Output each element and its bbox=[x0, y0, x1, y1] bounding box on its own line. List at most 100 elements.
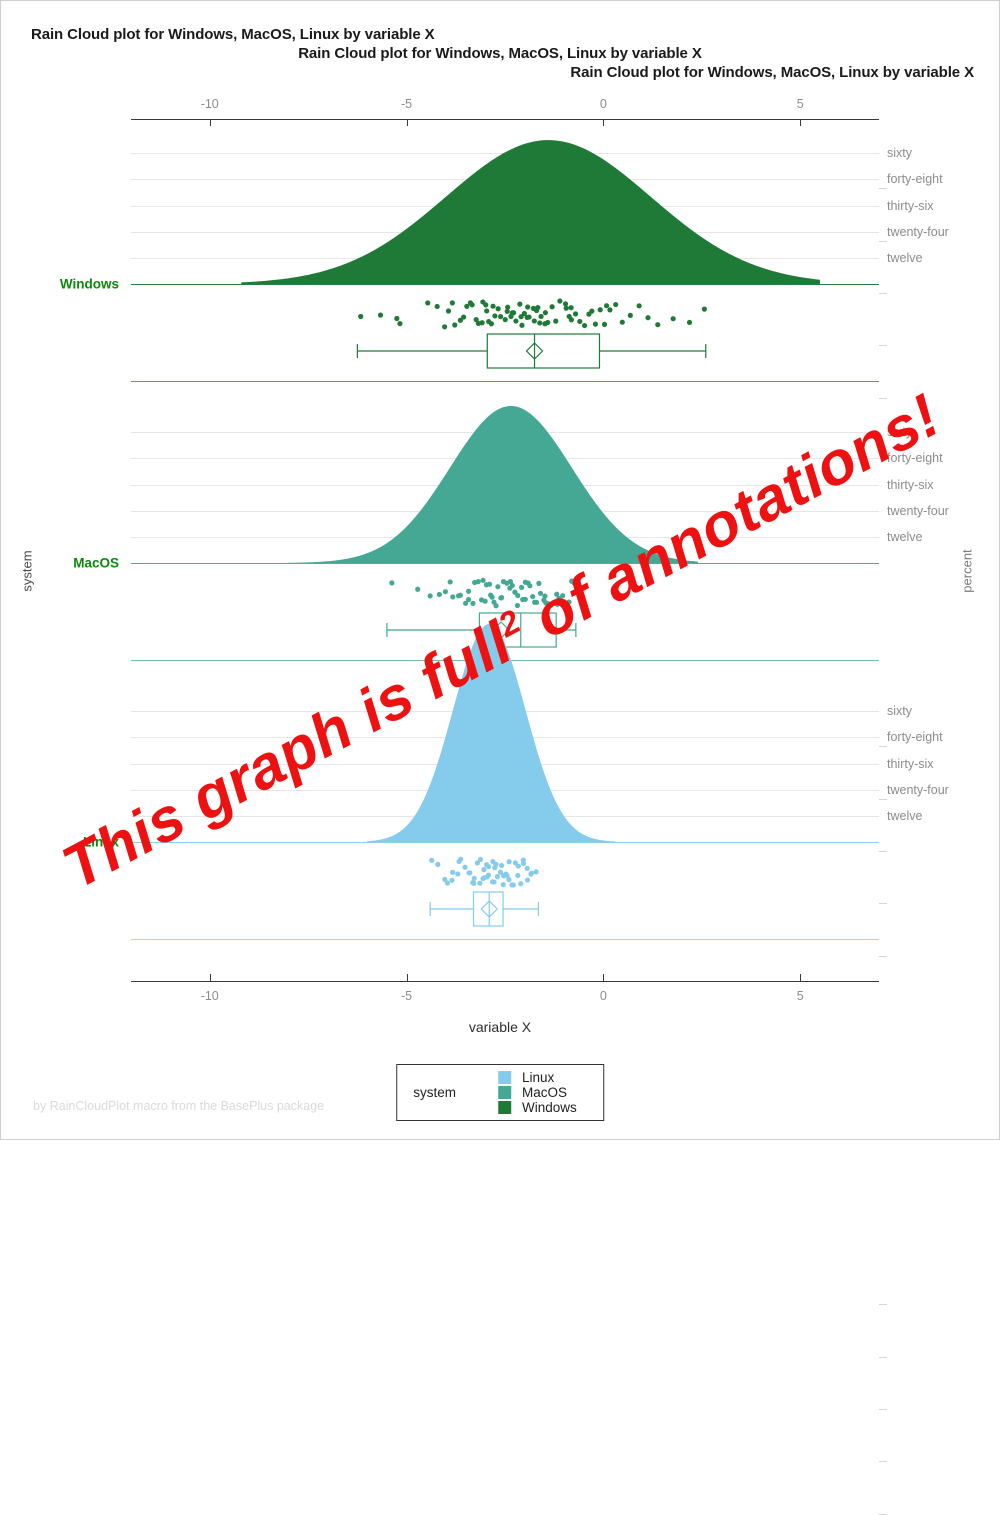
plot-area: -10 -10 -5 -5 0 0 5 5 sixty forty-eight thirty-si… bbox=[60, 97, 949, 1515]
gridline bbox=[131, 763, 887, 1410]
gridline bbox=[131, 458, 887, 800]
raincloud-glyphs bbox=[241, 140, 820, 927]
gridline bbox=[131, 432, 887, 748]
percent-tick-label: twenty-four bbox=[887, 782, 949, 797]
percent-tick-label: thirty-six bbox=[887, 198, 934, 213]
percent-tick-label: sixty bbox=[887, 704, 912, 719]
gridline bbox=[131, 179, 887, 242]
category-label-linux: Linux bbox=[83, 834, 119, 850]
percent-tick-label: twelve bbox=[887, 529, 923, 544]
panel-baseline bbox=[131, 939, 879, 940]
percent-tick bbox=[879, 240, 887, 242]
x-tick bbox=[209, 974, 211, 981]
x-tick-label: 5 bbox=[796, 97, 804, 111]
percent-tick bbox=[879, 1409, 887, 1410]
legend-item-macos[interactable]: MacOS bbox=[482, 1085, 593, 1100]
percent-tick-label: sixty bbox=[887, 425, 912, 440]
legend-title: system bbox=[413, 1085, 456, 1100]
gridline bbox=[131, 205, 887, 294]
gridline bbox=[131, 536, 887, 957]
legend-swatch-icon bbox=[498, 1101, 511, 1114]
percent-tick-label: sixty bbox=[887, 146, 912, 161]
x-tick bbox=[406, 119, 408, 126]
percent-tick bbox=[879, 1461, 887, 1463]
chart-title-center: Rain Cloud plot for Windows, MacOS, Linu… bbox=[298, 45, 702, 62]
data-points-macos bbox=[389, 577, 577, 609]
panel-baseline bbox=[131, 381, 879, 382]
percent-tick-label: forty-eight bbox=[887, 172, 943, 187]
x-tick-label: 0 bbox=[599, 989, 607, 1003]
x-axis-label: variable X bbox=[468, 1019, 532, 1035]
boxplot-windows bbox=[356, 333, 707, 369]
chart-title-right: Rain Cloud plot for Windows, MacOS, Linu… bbox=[570, 64, 974, 81]
legend-item-windows[interactable]: Windows bbox=[482, 1100, 593, 1115]
legend-item-linux[interactable]: Linux bbox=[482, 1070, 593, 1085]
percent-tick bbox=[879, 955, 887, 957]
x-tick-label: -5 bbox=[401, 97, 413, 111]
gridline bbox=[131, 257, 887, 399]
data-points-windows bbox=[358, 298, 707, 330]
x-tick bbox=[603, 119, 605, 126]
percent-tick-label: twenty-four bbox=[887, 503, 949, 518]
legend-label: Linux bbox=[522, 1070, 555, 1085]
x-tick-label: 0 bbox=[599, 97, 607, 111]
chart-title-left: Rain Cloud plot for Windows, MacOS, Linu… bbox=[31, 26, 435, 43]
gridline bbox=[131, 737, 887, 1358]
legend-items: Linux MacOS Windows bbox=[482, 1070, 593, 1115]
legend-label: Windows bbox=[522, 1100, 577, 1115]
panel-baseline bbox=[131, 284, 879, 285]
percent-tick-label: thirty-six bbox=[887, 477, 934, 492]
percent-tick bbox=[879, 188, 887, 190]
percent-tick-label: forty-eight bbox=[887, 451, 943, 466]
x-axis-bottom bbox=[131, 981, 879, 982]
gridline bbox=[131, 789, 887, 1463]
x-tick bbox=[800, 119, 802, 126]
x-tick-label: -5 bbox=[401, 989, 413, 1003]
percent-tick bbox=[879, 903, 887, 905]
category-label-macos: MacOS bbox=[73, 555, 119, 571]
legend-label: MacOS bbox=[522, 1085, 568, 1100]
x-tick bbox=[603, 974, 605, 981]
gridline bbox=[131, 231, 887, 347]
percent-tick bbox=[879, 851, 887, 852]
x-tick-label: -10 bbox=[200, 989, 219, 1003]
gridline bbox=[131, 815, 887, 1515]
x-tick bbox=[800, 974, 802, 981]
footnote: by RainCloudPlot macro from the BasePlus… bbox=[33, 1099, 325, 1113]
percent-tick-label: thirty-six bbox=[887, 756, 934, 771]
percent-tick-label: twelve bbox=[887, 250, 923, 265]
x-tick bbox=[209, 119, 211, 126]
legend-swatch-icon bbox=[498, 1086, 511, 1099]
percent-tick bbox=[879, 1304, 887, 1306]
x-tick bbox=[406, 974, 408, 981]
y-axis-label: system bbox=[19, 550, 35, 592]
percent-tick bbox=[879, 345, 887, 347]
y-axis-label-right: percent bbox=[959, 549, 975, 593]
x-axis-top bbox=[131, 119, 879, 120]
percent-tick bbox=[879, 798, 887, 800]
gridline bbox=[131, 484, 887, 852]
legend[interactable]: system Linux MacOS Windows bbox=[396, 1064, 604, 1121]
boxplot-linux bbox=[429, 891, 540, 927]
percent-tick bbox=[879, 293, 887, 294]
panel-baseline bbox=[131, 842, 879, 843]
legend-swatch-icon bbox=[498, 1071, 511, 1084]
gridline bbox=[131, 510, 887, 905]
boxplot-macos bbox=[386, 612, 577, 648]
category-label-windows: Windows bbox=[59, 276, 119, 292]
x-tick-label: -10 bbox=[200, 97, 219, 111]
percent-tick bbox=[879, 397, 887, 399]
panel-baseline bbox=[131, 660, 879, 661]
percent-tick-label: twelve bbox=[887, 808, 923, 823]
density-curve-linux bbox=[367, 623, 616, 842]
percent-tick-label: twenty-four bbox=[887, 224, 949, 239]
x-tick-label: 5 bbox=[796, 989, 804, 1003]
density-curve-windows bbox=[241, 140, 820, 284]
gridline bbox=[131, 153, 887, 190]
data-points-linux bbox=[429, 856, 539, 888]
percent-tick bbox=[879, 1356, 887, 1358]
percent-tick bbox=[879, 746, 887, 748]
gridline bbox=[131, 711, 887, 1306]
panel-baseline bbox=[131, 563, 879, 564]
